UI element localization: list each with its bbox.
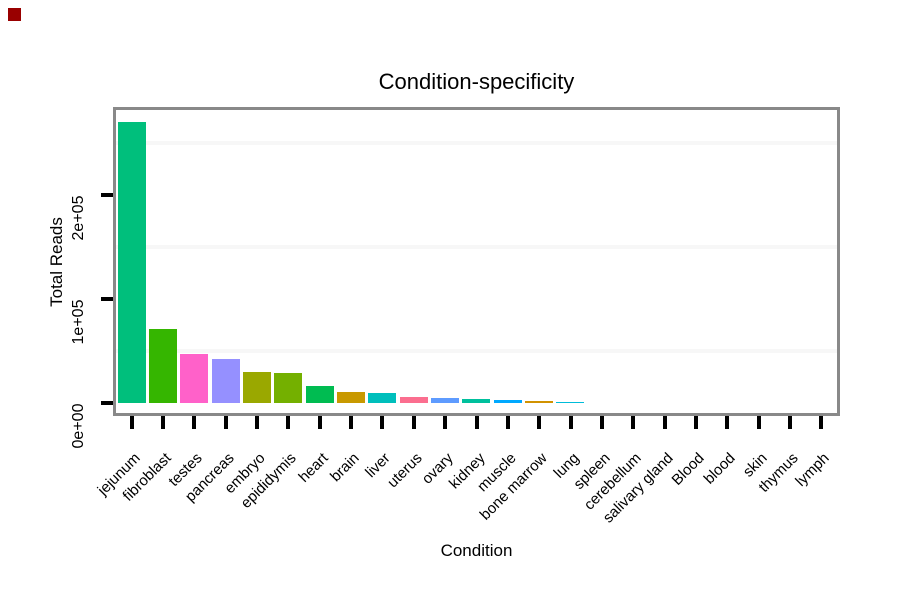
- bar-bone-marrow: [525, 401, 553, 403]
- minor-gridline: [116, 349, 837, 353]
- x-tick: [757, 416, 761, 429]
- window-marker: [8, 8, 21, 21]
- x-tick: [819, 416, 823, 429]
- x-tick: [443, 416, 447, 429]
- x-tick: [725, 416, 729, 429]
- x-axis-title: Condition: [440, 541, 513, 560]
- y-tick: [101, 297, 113, 301]
- x-tick: [475, 416, 479, 429]
- bar-pancreas: [212, 359, 240, 403]
- x-tick: [318, 416, 322, 429]
- bar-kidney: [462, 399, 490, 403]
- x-tick: [506, 416, 510, 429]
- chart-title: Condition-specificity: [378, 69, 575, 94]
- bar-muscle: [494, 400, 522, 403]
- bar-fibroblast: [149, 329, 177, 403]
- x-tick: [694, 416, 698, 429]
- y-tick: [101, 193, 113, 197]
- x-tick: [130, 416, 134, 429]
- bar-liver: [368, 393, 396, 403]
- x-tick: [537, 416, 541, 429]
- bar-lung: [556, 402, 584, 403]
- x-tick: [192, 416, 196, 429]
- x-tick: [255, 416, 259, 429]
- x-tick: [600, 416, 604, 429]
- y-tick-label: 0e+00: [70, 403, 87, 449]
- x-tick: [286, 416, 290, 429]
- bar-uterus: [400, 397, 428, 403]
- bar-brain: [337, 392, 365, 403]
- minor-gridline: [116, 245, 837, 249]
- y-axis-title: Total Reads: [47, 217, 66, 307]
- bar-ovary: [431, 398, 459, 403]
- x-tick: [788, 416, 792, 429]
- bar-jejunum: [118, 122, 146, 403]
- y-tick-label: 1e+05: [70, 299, 87, 345]
- x-tick: [631, 416, 635, 429]
- x-tick: [663, 416, 667, 429]
- x-tick: [161, 416, 165, 429]
- x-tick: [349, 416, 353, 429]
- x-tick: [412, 416, 416, 429]
- y-tick-label: 2e+05: [70, 195, 87, 241]
- x-tick: [569, 416, 573, 429]
- bar-testes: [180, 354, 208, 403]
- y-tick: [101, 401, 113, 405]
- bar-epididymis: [274, 373, 302, 403]
- x-tick: [224, 416, 228, 429]
- minor-gridline: [116, 141, 837, 145]
- bar-heart: [306, 386, 334, 403]
- x-tick: [380, 416, 384, 429]
- bar-embryo: [243, 372, 271, 403]
